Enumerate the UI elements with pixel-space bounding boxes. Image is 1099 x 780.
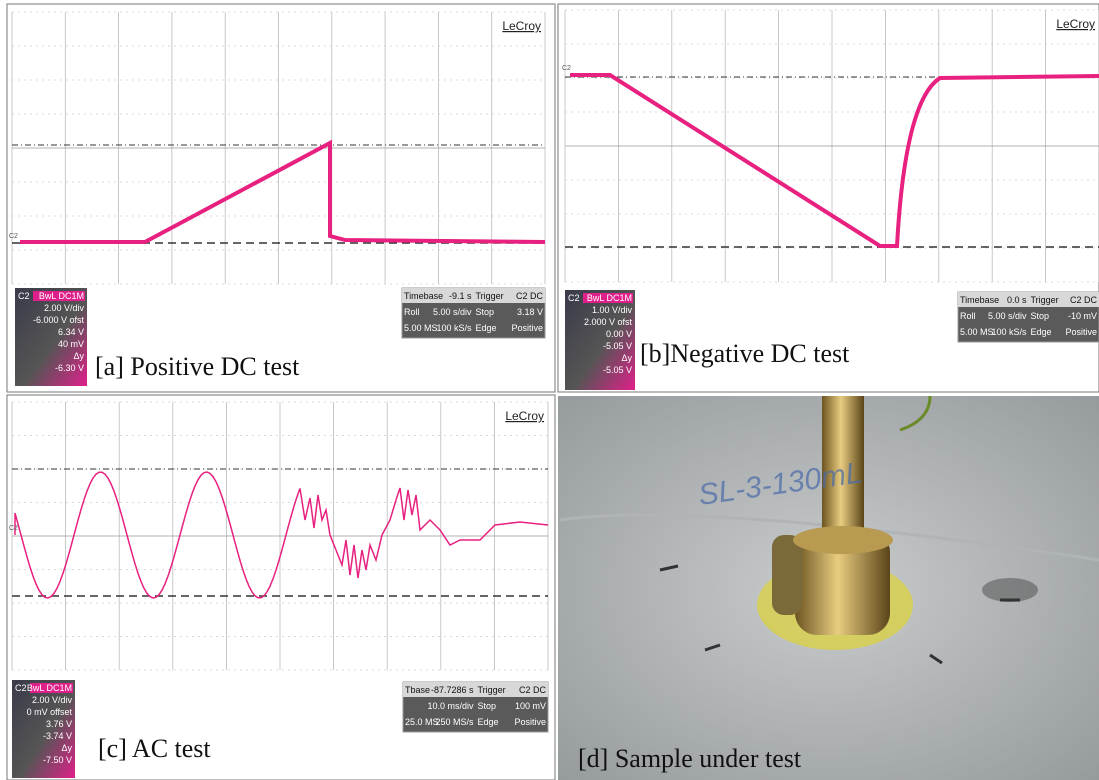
timebase-info: 10.0 ms/div — [427, 701, 474, 711]
channel-info: -7.50 V — [43, 755, 72, 765]
channel-marker: C2 — [562, 65, 571, 72]
channel-marker: C2 — [9, 233, 18, 240]
logo: LeCroy — [502, 19, 541, 33]
caption: [c] AC test — [98, 734, 211, 763]
timebase-info: Positive — [511, 323, 543, 333]
caption: [a] Positive DC test — [95, 352, 300, 381]
channel-info: Δy — [73, 351, 84, 361]
channel-info: 1.00 V/div — [592, 305, 633, 315]
channel-info: C2 — [15, 683, 27, 693]
channel-info: BwL DC1M — [587, 293, 632, 303]
timebase-info: Stop — [478, 701, 497, 711]
timebase-info: C2 DC — [1070, 295, 1098, 305]
logo: LeCroy — [505, 409, 544, 423]
channel-info: BwL DC1M — [27, 683, 72, 693]
channel-info: 3.76 V — [46, 719, 72, 729]
timebase-info: -10 mV — [1068, 311, 1097, 321]
logo: LeCroy — [1056, 17, 1095, 31]
timebase-info: Edge — [476, 323, 497, 333]
timebase-info: Tbase — [405, 685, 430, 695]
timebase-info: Positive — [1065, 327, 1097, 337]
channel-info: 2.00 V/div — [32, 695, 73, 705]
timebase-info: Trigger — [478, 685, 506, 695]
channel-info: BwL DC1M — [39, 291, 84, 301]
timebase-info: 100 kS/s — [436, 323, 472, 333]
page: {"panels": [ {"logo": "LeCroy", "channel… — [0, 0, 1099, 780]
timebase-info: 0.0 s — [1007, 295, 1027, 305]
timebase-info: 3.18 V — [517, 307, 543, 317]
channel-info: 2.000 V ofst — [584, 317, 633, 327]
caption: [b]Negative DC test — [640, 339, 850, 368]
timebase-info: 5.00 s/div — [433, 307, 472, 317]
timebase-info: Positive — [514, 717, 546, 727]
timebase-info: 25.0 MS — [405, 717, 439, 727]
timebase-info: Edge — [1031, 327, 1052, 337]
timebase-info: 5.00 MS — [960, 327, 994, 337]
channel-info: -6.30 V — [55, 363, 84, 373]
timebase-info: -9.1 s — [449, 291, 472, 301]
channel-info: Δy — [621, 353, 632, 363]
timebase-info: C2 DC — [519, 685, 547, 695]
channel-info: Δy — [61, 743, 72, 753]
caption: [d] Sample under test — [578, 744, 802, 773]
timebase-info: Timebase — [960, 295, 999, 305]
channel-info: -5.05 V — [603, 365, 632, 375]
timebase-info: Stop — [476, 307, 495, 317]
channel-info: -3.74 V — [43, 731, 72, 741]
timebase-info: 100 kS/s — [991, 327, 1027, 337]
timebase-info: 5.00 s/div — [988, 311, 1027, 321]
timebase-info: Roll — [404, 307, 420, 317]
timebase-info: 100 mV — [515, 701, 546, 711]
timebase-info: Timebase — [404, 291, 443, 301]
channel-info: 6.34 V — [58, 327, 84, 337]
channel-info: C2 — [18, 291, 30, 301]
channel-info: C2 — [568, 293, 580, 303]
channel-info: -5.05 V — [603, 341, 632, 351]
figure: SL-3-130mL [d] Sample under test LeCroyC… — [0, 0, 1099, 780]
channel-info: 40 mV — [58, 339, 84, 349]
timebase-info: 250 MS/s — [435, 717, 474, 727]
timebase-info: Trigger — [1031, 295, 1059, 305]
channel-info: 0.00 V — [606, 329, 632, 339]
channel-marker: C2 — [9, 525, 18, 532]
channel-info: -6.000 V ofst — [33, 315, 85, 325]
timebase-info: Roll — [960, 311, 976, 321]
timebase-info: Trigger — [476, 291, 504, 301]
channel-info: 0 mV offset — [27, 707, 73, 717]
timebase-info: 5.00 MS — [404, 323, 438, 333]
timebase-info: Edge — [478, 717, 499, 727]
channel-info: 2.00 V/div — [44, 303, 85, 313]
timebase-info: -87.7286 s — [431, 685, 474, 695]
timebase-info: C2 DC — [516, 291, 544, 301]
timebase-info: Stop — [1031, 311, 1050, 321]
